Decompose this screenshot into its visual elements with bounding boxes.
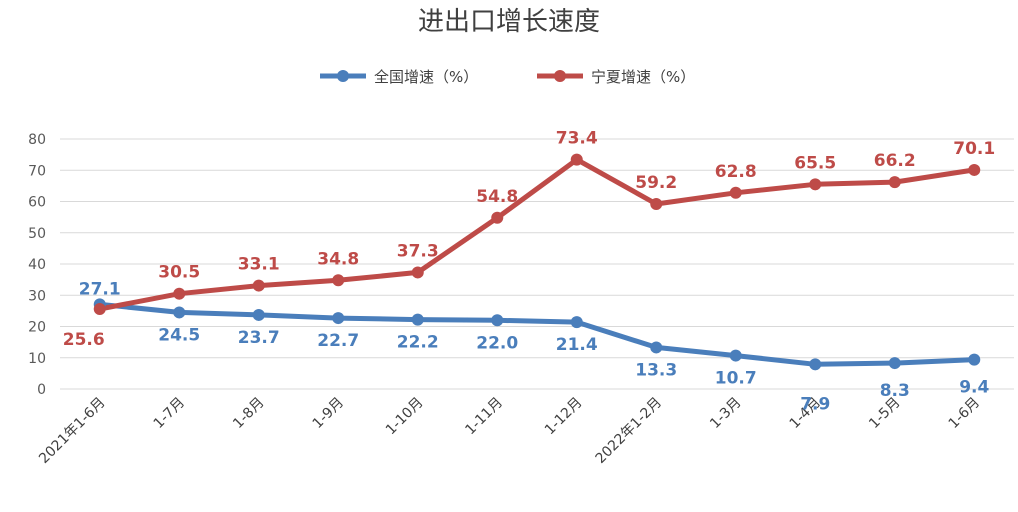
x-tick-label: 2022年1-2月 bbox=[593, 395, 665, 467]
data-point-1-5 bbox=[491, 211, 504, 224]
data-label-national: 8.3 bbox=[880, 381, 910, 401]
y-tick-label: 40 bbox=[28, 257, 46, 273]
y-tick-label: 80 bbox=[28, 132, 46, 148]
data-label-ningxia: 37.3 bbox=[397, 241, 439, 261]
legend-label-1: 宁夏增速（%） bbox=[591, 68, 695, 86]
data-label-ningxia: 34.8 bbox=[317, 249, 359, 269]
data-label-ningxia: 30.5 bbox=[158, 263, 200, 283]
legend-marker-1 bbox=[554, 70, 566, 82]
data-label-national: 13.3 bbox=[635, 360, 677, 380]
data-label-national: 24.5 bbox=[158, 325, 200, 345]
x-tick-label: 1-7月 bbox=[151, 395, 188, 432]
data-point-1-0 bbox=[93, 303, 106, 315]
series-line-0 bbox=[97, 301, 977, 367]
data-label-national: 9.4 bbox=[959, 378, 989, 398]
x-tick-label: 2021年1-6月 bbox=[36, 395, 108, 467]
data-label-ningxia: 33.1 bbox=[238, 255, 280, 275]
data-label-national: 21.4 bbox=[556, 335, 598, 355]
data-point-0-8 bbox=[729, 349, 742, 362]
legend-label-0: 全国增速（%） bbox=[374, 68, 478, 86]
data-point-0-9 bbox=[809, 358, 822, 371]
data-point-1-1 bbox=[173, 287, 186, 300]
x-tick-label: 1-9月 bbox=[310, 395, 347, 432]
data-label-ningxia: 66.2 bbox=[874, 151, 916, 171]
x-tick-label: 1-12月 bbox=[542, 395, 586, 439]
data-point-1-2 bbox=[252, 279, 265, 292]
data-point-1-6 bbox=[570, 153, 583, 166]
data-label-national: 27.1 bbox=[79, 279, 121, 299]
data-point-1-11 bbox=[968, 163, 981, 176]
data-label-ningxia: 25.6 bbox=[63, 330, 105, 350]
data-point-1-8 bbox=[729, 186, 742, 199]
legend-marker-0 bbox=[337, 70, 349, 82]
gridlines bbox=[60, 138, 1014, 390]
data-label-national: 7.9 bbox=[800, 394, 830, 414]
y-tick-label: 60 bbox=[28, 195, 46, 211]
data-label-ningxia: 59.2 bbox=[635, 173, 677, 193]
data-label-ningxia: 73.4 bbox=[556, 129, 598, 149]
data-point-0-4 bbox=[411, 313, 424, 326]
y-tick-label: 50 bbox=[28, 226, 46, 242]
legend: 全国增速（%） 宁夏增速（%） bbox=[320, 68, 695, 86]
data-point-0-7 bbox=[650, 341, 663, 354]
data-label-national: 23.7 bbox=[238, 328, 280, 348]
data-label-national: 22.2 bbox=[397, 333, 439, 353]
data-point-0-6 bbox=[570, 316, 583, 329]
data-point-1-7 bbox=[650, 198, 663, 210]
x-axis: 2021年1-6月 1-7月 1-8月 1-9月 1-10月 1-11月 1-12月 2022… bbox=[36, 395, 983, 467]
y-tick-label: 10 bbox=[28, 351, 46, 367]
data-point-0-2 bbox=[252, 308, 265, 321]
series-group bbox=[93, 153, 981, 371]
y-tick-label: 20 bbox=[28, 320, 46, 336]
data-label-ningxia: 54.8 bbox=[476, 187, 518, 207]
data-point-1-4 bbox=[411, 266, 424, 279]
data-point-1-3 bbox=[332, 274, 345, 287]
data-point-1-9 bbox=[809, 178, 822, 191]
y-tick-label: 0 bbox=[37, 382, 46, 398]
x-tick-label: 1-6月 bbox=[946, 395, 983, 432]
series-line-1 bbox=[97, 157, 977, 312]
data-label-national: 22.0 bbox=[476, 333, 518, 353]
data-point-0-5 bbox=[491, 314, 504, 327]
y-tick-label: 30 bbox=[28, 288, 46, 304]
data-label-ningxia: 65.5 bbox=[794, 153, 836, 173]
data-point-0-10 bbox=[888, 357, 901, 370]
y-tick-label: 70 bbox=[28, 163, 46, 179]
data-label-national: 10.7 bbox=[715, 369, 757, 389]
x-tick-label: 1-10月 bbox=[383, 395, 427, 439]
x-tick-label: 1-11月 bbox=[462, 395, 506, 439]
data-point-0-11 bbox=[968, 353, 981, 366]
x-tick-label: 1-8月 bbox=[230, 395, 267, 432]
data-label-ningxia: 62.8 bbox=[715, 162, 757, 182]
x-tick-label: 1-3月 bbox=[707, 395, 744, 432]
data-label-national: 22.7 bbox=[317, 331, 359, 351]
data-labels: 27.1 24.5 23.7 22.7 22.2 22.0 21.4 13.3 10.7 7.9 8… bbox=[63, 129, 995, 415]
y-axis: 0 10 20 30 40 50 60 70 80 bbox=[28, 132, 46, 398]
data-point-1-10 bbox=[888, 176, 901, 189]
data-point-0-1 bbox=[173, 306, 186, 319]
data-point-0-3 bbox=[332, 312, 345, 325]
data-label-ningxia: 70.1 bbox=[953, 139, 995, 159]
chart-title: 进出口增长速度 bbox=[418, 7, 600, 37]
